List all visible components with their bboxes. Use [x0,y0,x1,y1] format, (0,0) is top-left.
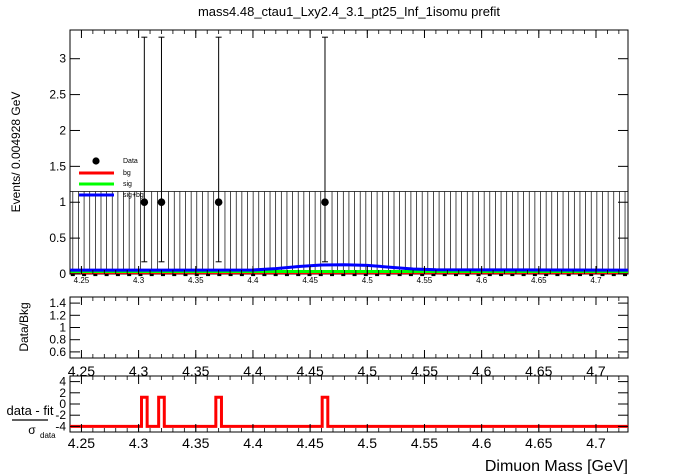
y-tick-label: 2 [59,123,66,137]
x-tick-label: 4.45 [296,363,323,379]
x-tick-label: 4.25 [68,363,95,379]
ratio-ylabel: Data/Bkg [17,302,31,351]
x-tick-label: 4.35 [182,435,209,451]
y-tick-label: 0.5 [49,231,66,245]
x-tick-label: 4.55 [411,435,438,451]
x-tick-label: 4.25 [74,276,90,285]
x-tick-label: 4.55 [417,276,433,285]
pull-x-ticks: 4.25 4.3 4.35 4.4 4.45 4.5 4.55 4.6 4.65 4.7 [68,376,620,451]
legend-label-data: Data [123,158,138,165]
x-tick-label: 4.7 [586,435,606,451]
x-tick-label: 4.4 [243,435,263,451]
y-tick-label: -4 [55,419,66,433]
y-tick-label: 0 [59,267,66,281]
legend: Data bg sig sig+bg [79,157,144,199]
data-point [321,198,329,207]
y-tick-label: 0.6 [49,345,66,359]
x-tick-label: 4.3 [129,363,149,379]
x-tick-label: 4.7 [586,363,606,379]
legend-label-bg: bg [123,170,131,177]
x-tick-label: 4.55 [411,363,438,379]
x-tick-label: 4.4 [243,363,263,379]
main-ylabel: Events/ 0.004928 GeV [9,92,23,213]
legend-data-marker [92,157,100,165]
x-tick-label: 4.35 [188,276,204,285]
ratio-x-ticks: 4.25 4.3 4.35 4.4 4.45 4.5 4.55 4.6 4.65 4.7 [68,297,620,379]
x-tick-label: 4.4 [247,276,259,285]
main-panel: Events/ 0.004928 GeV 00.511.522.53 4.25 4… [9,29,629,285]
x-tick-label: 4.5 [358,363,378,379]
y-tick-label: 0 [59,397,66,411]
y-tick-label: 1 [59,195,66,209]
data-point [157,198,166,207]
main-x-ticks: 4.25 4.3 4.35 4.4 4.45 4.5 4.55 4.6 4.65 4.7 [69,30,620,285]
main-y-ticks: 0 0.5 1 1.5 2 2.5 3 [49,52,628,281]
ratio-frame [69,296,629,359]
x-tick-label: 4.25 [68,435,95,451]
y-tick-label: 1.2 [49,308,66,322]
x-tick-label: 4.6 [472,435,492,451]
y-tick-label: 2.5 [49,88,66,102]
curve-sig-plus-bg [69,263,629,272]
x-tick-label: 4.5 [362,276,374,285]
data-point [140,198,149,207]
y-tick-label: -2 [55,408,66,422]
x-tick-label: 4.6 [476,276,488,285]
chart-title: mass4.48_ctau1_Lxy2.4_3.1_pt25_Inf_1isom… [198,4,500,19]
x-tick-label: 4.35 [182,363,209,379]
x-tick-label: 4.45 [296,435,323,451]
legend-label-sigbg: sig+bg [123,192,144,199]
x-tick-label: 4.65 [531,276,547,285]
x-tick-label: 4.7 [590,276,602,285]
pull-frame [69,375,629,433]
pull-ylabel-subscript: data [40,431,56,440]
y-tick-label: 1 [59,321,66,335]
x-tick-label: 4.3 [129,435,149,451]
y-tick-label: 4 [59,375,66,389]
pdf-curves [69,263,629,277]
y-tick-label: 1.5 [49,159,66,173]
empty-bin-error-bars [70,191,628,274]
x-tick-label: 4.65 [525,435,552,451]
x-tick-label: 4.65 [525,363,552,379]
y-tick-label: 1.4 [49,296,66,310]
data-points [140,36,329,263]
pull-step-line [70,395,628,428]
y-tick-label: 3 [59,52,66,66]
legend-label-sig: sig [123,181,132,188]
ratio-y-ticks: 0.60.811.21.4 [49,296,628,359]
y-tick-label: 2 [59,386,66,400]
x-axis-label: Dimuon Mass [GeV] [485,458,628,474]
pull-line [70,395,628,428]
x-tick-label: 4.3 [133,276,145,285]
x-tick-label: 4.6 [472,363,492,379]
ratio-panel: Data/Bkg 0.60.811.21.4 4.25 4.3 4.35 4.4 4.4… [17,296,629,379]
pull-ylabel-numerator: data - fit [7,403,54,418]
data-point [214,198,223,207]
y-tick-label: 0.8 [49,333,66,347]
pull-ylabel-denominator: σ [28,423,36,437]
x-tick-label: 4.5 [358,435,378,451]
x-tick-label: 4.45 [302,276,318,285]
